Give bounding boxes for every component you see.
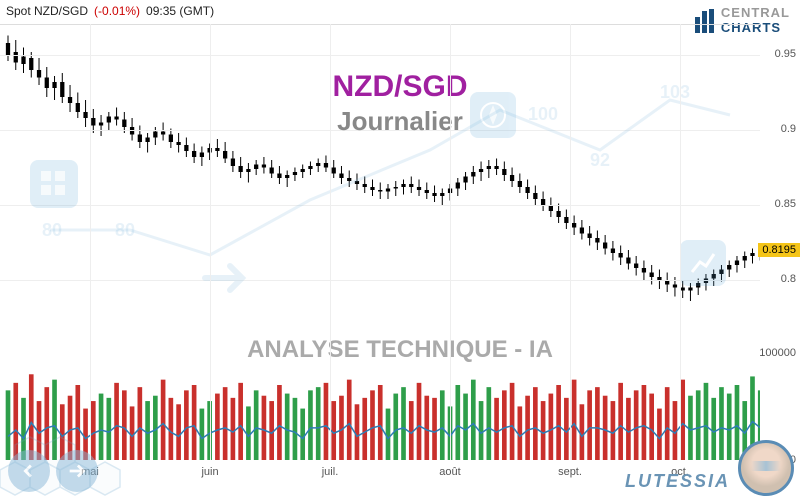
instrument-label: Spot NZD/SGD [6,4,88,18]
price-axis: 0.80.850.90.950.8195 [760,24,800,324]
volume-bars [0,340,760,460]
price-change: (-0.01%) [94,4,140,18]
price-chart[interactable] [0,24,760,324]
avatar-icon[interactable] [738,440,794,496]
chart-header: Spot NZD/SGD (-0.01%) 09:35 (GMT) [6,4,214,18]
timestamp: 09:35 (GMT) [146,4,214,18]
lutessia-brand: LUTESSIA [625,471,730,492]
nav-back-button[interactable] [8,450,50,492]
volume-chart[interactable] [0,340,760,460]
nav-forward-button[interactable] [56,450,98,492]
